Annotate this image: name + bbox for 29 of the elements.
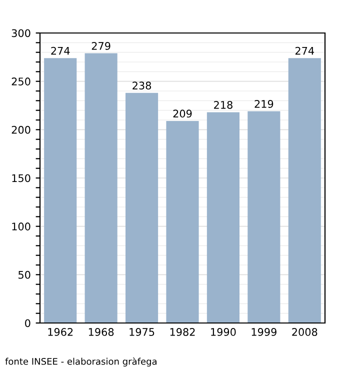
x-tick-label: 1975: [130, 328, 154, 336]
x-tick-label: 1962: [48, 328, 73, 336]
y-tick-label: 100: [12, 222, 30, 230]
y-tick-label: 200: [12, 126, 30, 134]
data-label: 279: [92, 42, 110, 50]
bar: [84, 53, 118, 323]
bar: [248, 111, 280, 323]
y-tick-label: 250: [12, 78, 30, 86]
x-tick-label: 1982: [170, 328, 195, 336]
data-label: 209: [173, 110, 192, 118]
y-tick-label: 300: [12, 29, 30, 38]
x-tick-label: 1990: [211, 328, 236, 336]
data-label: 238: [132, 82, 152, 90]
data-label: 274: [51, 46, 70, 55]
bar: [288, 58, 321, 323]
bar: [166, 120, 199, 323]
bar: [206, 112, 240, 323]
data-label: 219: [254, 100, 274, 108]
bar: [44, 58, 77, 323]
data-label: 274: [295, 46, 314, 55]
source-note: fonte INSEE - elaborasion gràfega: [5, 357, 157, 367]
x-tick-label: 1999: [252, 328, 276, 336]
bar: [126, 92, 158, 323]
y-tick-label: 50: [18, 270, 30, 279]
x-tick-label: 2008: [292, 328, 318, 336]
x-tick-label: 1968: [88, 328, 114, 336]
y-tick-label: 0: [25, 319, 30, 328]
y-tick-label: 150: [12, 174, 30, 182]
data-label: 218: [214, 100, 232, 109]
